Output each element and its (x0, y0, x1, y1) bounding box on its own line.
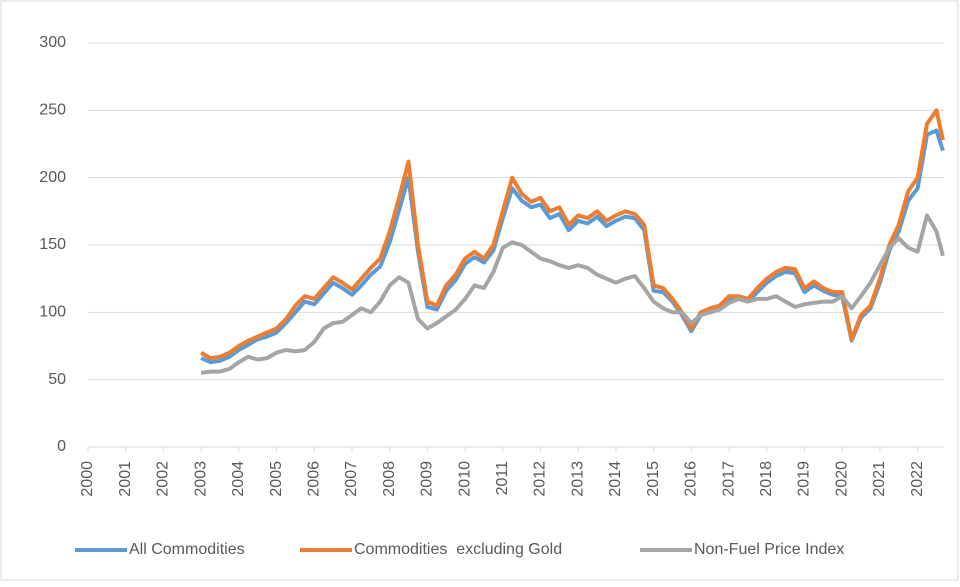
y-tick-label: 0 (57, 438, 66, 455)
x-tick-label: 2014 (607, 461, 624, 497)
x-tick-label: 2005 (268, 461, 285, 497)
x-tick-label: 2008 (381, 461, 398, 497)
y-tick-label: 200 (39, 169, 66, 186)
x-tick-label: 2011 (494, 461, 511, 496)
x-tick-label: 2018 (758, 461, 775, 497)
series-line (200, 128, 945, 365)
x-tick-label: 2020 (833, 461, 850, 497)
x-tick-label: 2022 (909, 461, 926, 497)
x-tick-label: 2009 (419, 461, 436, 497)
x-tick-label: 2000 (79, 461, 96, 497)
legend-label: Commodities excluding Gold (354, 541, 562, 558)
x-tick-label: 2016 (683, 461, 700, 497)
x-tick-label: 2021 (871, 461, 888, 497)
x-tick-label: 2015 (645, 461, 662, 497)
y-tick-label: 50 (48, 371, 66, 388)
x-tick-label: 2003 (192, 461, 209, 497)
x-tick-label: 2017 (720, 461, 737, 497)
legend-label: All Commodities (129, 541, 245, 558)
y-tick-label: 250 (39, 102, 66, 119)
x-tick-label: 2013 (569, 461, 586, 497)
y-tick-label: 100 (39, 304, 66, 321)
x-tick-label: 2001 (117, 461, 134, 497)
y-tick-label: 300 (39, 34, 66, 51)
series-line (200, 213, 945, 375)
x-tick-label: 2006 (305, 461, 322, 497)
x-tick-label: 2012 (532, 461, 549, 497)
x-tick-label: 2019 (796, 461, 813, 497)
y-tick-label: 150 (39, 236, 66, 253)
series-line (200, 108, 945, 361)
x-tick-label: 2010 (456, 461, 473, 497)
x-tick-label: 2004 (230, 461, 247, 497)
legend-label: Non-Fuel Price Index (694, 541, 844, 558)
x-tick-label: 2007 (343, 461, 360, 497)
x-tick-label: 2002 (155, 461, 172, 497)
